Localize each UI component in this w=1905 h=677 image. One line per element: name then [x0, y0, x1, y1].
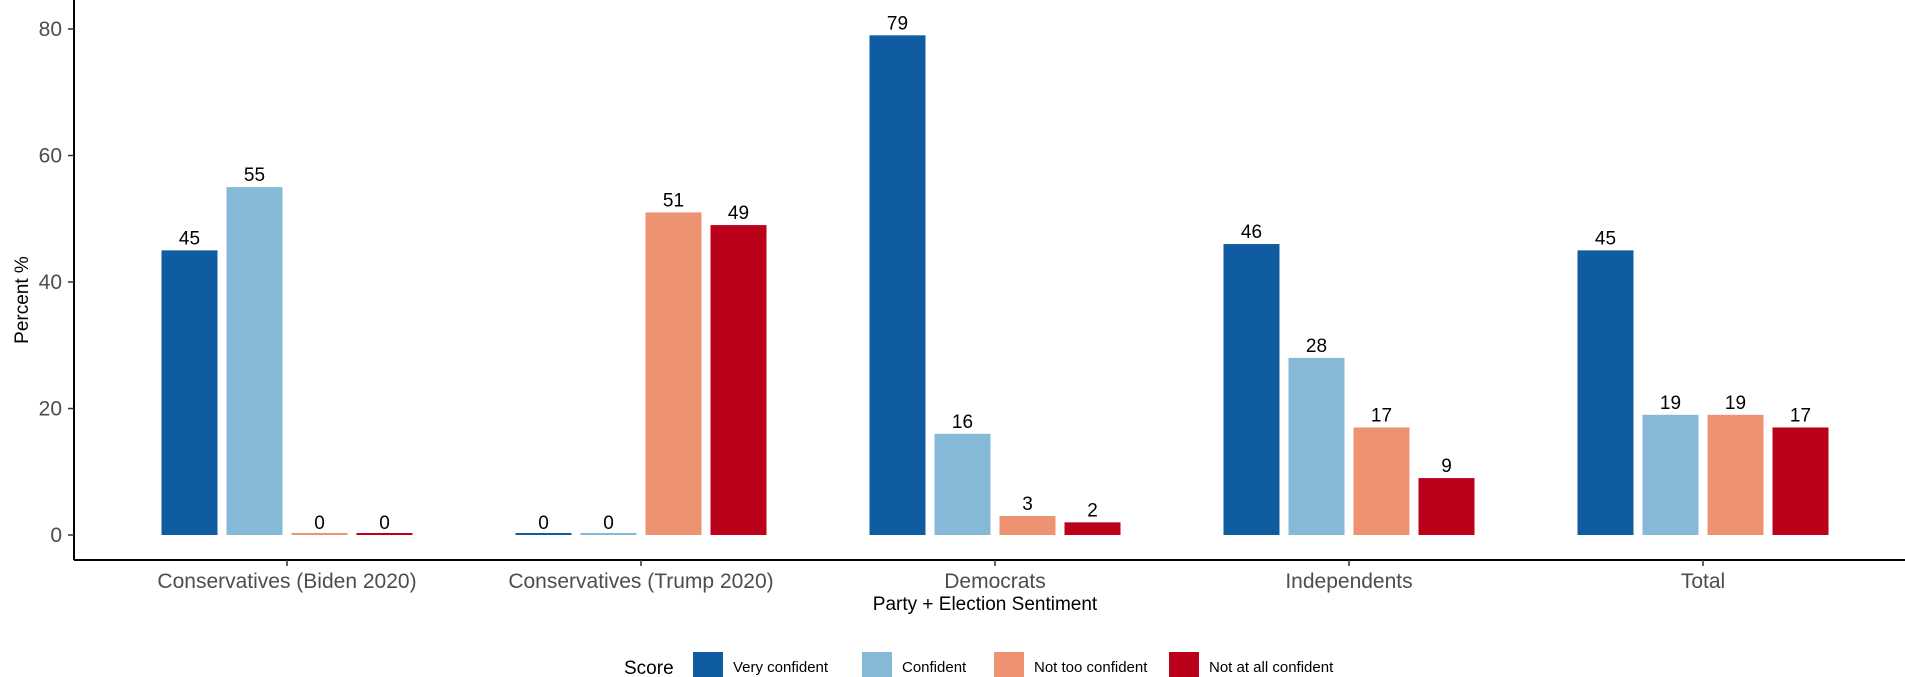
bar [999, 516, 1056, 535]
legend-label: Not at all confident [1209, 659, 1334, 676]
bar [1353, 427, 1410, 535]
bar [934, 433, 991, 535]
bar [869, 35, 926, 535]
y-tick-label: 40 [39, 271, 62, 294]
legend-label: Very confident [733, 659, 829, 676]
bar-value-label: 16 [952, 412, 973, 433]
data-labels: 45 0 79 46 45 55 0 16 28 19 0 51 3 17 19 0 49 2 9 17 [179, 13, 1811, 534]
bar-value-label: 49 [728, 203, 749, 224]
bar-value-label: 45 [179, 228, 200, 249]
bar [1772, 427, 1829, 535]
bar-value-label: 9 [1441, 456, 1452, 477]
bar-value-label: 3 [1022, 494, 1033, 515]
legend-swatch [994, 652, 1024, 677]
bar-value-label: 51 [663, 190, 684, 211]
bar [291, 533, 348, 535]
y-tick-label: 0 [50, 524, 62, 547]
bar [161, 250, 218, 535]
bar-value-label: 28 [1306, 336, 1327, 357]
y-axis-title: Percent % [12, 256, 33, 344]
bar [580, 533, 637, 535]
bar [1064, 522, 1121, 535]
bar-value-label: 55 [244, 165, 265, 186]
x-tick-label: Conservatives (Biden 2020) [157, 570, 416, 593]
x-tick-label: Total [1681, 570, 1725, 593]
bar [710, 225, 767, 535]
bar-value-label: 0 [538, 513, 549, 534]
bar [1577, 250, 1634, 535]
bar [226, 187, 283, 535]
legend-label: Confident [902, 659, 967, 676]
y-tick-label: 80 [39, 18, 62, 41]
bar-value-label: 0 [379, 513, 390, 534]
bar-value-label: 19 [1725, 393, 1746, 414]
y-tick-label: 20 [39, 398, 62, 421]
bar [515, 533, 572, 535]
x-axis-title: Party + Election Sentiment [873, 594, 1098, 615]
legend-swatch [693, 652, 723, 677]
bar [1418, 478, 1475, 535]
bars [161, 35, 1829, 536]
bar [1223, 244, 1280, 536]
legend-swatch [1169, 652, 1199, 677]
bar-value-label: 17 [1790, 405, 1811, 426]
legend-label: Not too confident [1034, 659, 1148, 676]
bar [645, 212, 702, 536]
bar-value-label: 0 [603, 513, 614, 534]
legend-title: Score [624, 658, 674, 677]
bar-value-label: 2 [1087, 500, 1098, 521]
bar-value-label: 79 [887, 13, 908, 34]
x-tick-label: Conservatives (Trump 2020) [508, 570, 773, 593]
bar-value-label: 45 [1595, 228, 1616, 249]
x-tick-label: Democrats [944, 570, 1046, 593]
bar-value-label: 46 [1241, 222, 1262, 243]
y-tick-label: 60 [39, 145, 62, 168]
bar [1288, 357, 1345, 535]
bar [1707, 414, 1764, 535]
legend: Score Very confident Confident Not too con… [624, 652, 1334, 677]
bar-value-label: 17 [1371, 405, 1392, 426]
bar [1642, 414, 1699, 535]
bar [356, 533, 413, 535]
bar-value-label: 19 [1660, 393, 1681, 414]
bar-value-label: 0 [314, 513, 325, 534]
legend-swatch [862, 652, 892, 677]
x-tick-label: Independents [1285, 570, 1412, 593]
